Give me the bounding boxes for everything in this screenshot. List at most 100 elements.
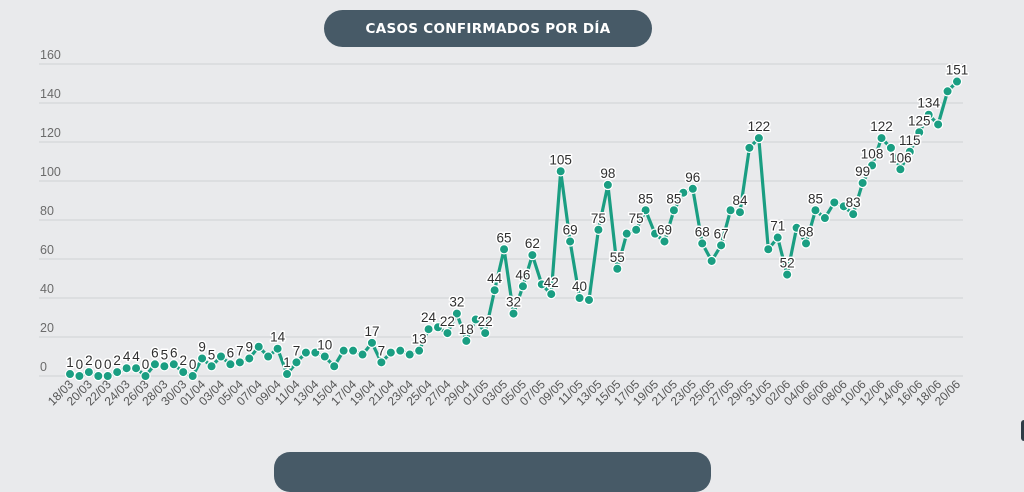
data-point[interactable] [942, 86, 953, 97]
data-point[interactable] [678, 187, 689, 198]
data-point[interactable] [649, 228, 661, 239]
data-point[interactable] [546, 288, 557, 300]
data-point[interactable] [291, 357, 302, 368]
data-point[interactable] [281, 368, 293, 380]
data-point[interactable] [885, 142, 897, 154]
data-point[interactable] [857, 177, 868, 189]
data-point[interactable] [640, 205, 651, 216]
data-point[interactable] [772, 232, 783, 243]
data-point[interactable] [130, 363, 142, 374]
data-point[interactable] [583, 294, 595, 306]
data-point[interactable] [517, 281, 529, 292]
data-label: 0 [189, 357, 197, 372]
data-point[interactable] [64, 368, 76, 380]
data-point[interactable] [706, 255, 717, 267]
data-point[interactable] [536, 279, 548, 290]
data-point[interactable] [914, 127, 925, 138]
data-point[interactable] [93, 370, 104, 382]
data-point[interactable] [206, 361, 217, 372]
data-point[interactable] [178, 366, 189, 378]
data-point[interactable] [319, 351, 330, 362]
data-point[interactable] [357, 349, 368, 360]
data-point[interactable] [121, 363, 132, 374]
data-point[interactable] [376, 357, 387, 368]
data-point[interactable] [225, 359, 236, 370]
data-point[interactable] [800, 238, 812, 249]
data-point[interactable] [310, 347, 321, 358]
data-point[interactable] [253, 341, 264, 352]
data-label: 122 [748, 119, 771, 134]
data-point[interactable] [196, 353, 208, 364]
data-point[interactable] [187, 370, 198, 382]
data-point[interactable] [234, 357, 246, 368]
data-point[interactable] [527, 249, 538, 261]
data-point[interactable] [932, 119, 944, 130]
data-point[interactable] [612, 263, 623, 274]
data-point[interactable] [744, 142, 755, 154]
data-point[interactable] [555, 166, 566, 177]
data-point[interactable] [791, 222, 802, 233]
data-point[interactable] [904, 146, 916, 157]
data-point[interactable] [140, 370, 151, 382]
data-point[interactable] [102, 370, 113, 382]
data-point[interactable] [734, 206, 746, 218]
data-point[interactable] [630, 224, 642, 235]
data-point[interactable] [725, 205, 736, 216]
data-point[interactable] [951, 76, 963, 87]
data-point[interactable] [715, 240, 727, 251]
data-point[interactable] [659, 236, 670, 247]
data-point[interactable] [329, 361, 340, 372]
data-point[interactable] [159, 361, 170, 372]
data-point[interactable] [838, 201, 849, 212]
data-point[interactable] [168, 359, 179, 370]
data-label: 98 [600, 166, 615, 181]
data-point[interactable] [461, 335, 472, 347]
data-point[interactable] [753, 132, 765, 144]
data-point[interactable] [432, 322, 444, 333]
data-point[interactable] [848, 208, 859, 220]
data-point[interactable] [423, 324, 434, 335]
data-point[interactable] [215, 351, 227, 362]
data-point[interactable] [829, 197, 840, 208]
data-point[interactable] [413, 345, 425, 356]
data-point[interactable] [385, 347, 397, 358]
data-point[interactable] [442, 327, 453, 339]
data-point[interactable] [395, 345, 406, 356]
data-point[interactable] [763, 244, 774, 255]
data-point[interactable] [74, 370, 85, 382]
data-point[interactable] [781, 269, 793, 280]
data-point[interactable] [338, 345, 349, 356]
data-point[interactable] [470, 314, 481, 325]
data-point[interactable] [876, 132, 887, 144]
data-point[interactable] [244, 353, 255, 364]
data-point[interactable] [300, 347, 312, 358]
data-point[interactable] [819, 212, 831, 224]
data-point[interactable] [366, 337, 378, 349]
data-point[interactable] [262, 351, 274, 362]
data-point[interactable] [83, 366, 95, 378]
data-point[interactable] [574, 292, 585, 304]
data-point[interactable] [564, 236, 576, 247]
data-point[interactable] [489, 285, 500, 296]
data-point[interactable] [668, 205, 680, 216]
data-points [64, 76, 963, 382]
data-point[interactable] [498, 244, 510, 255]
data-point[interactable] [621, 228, 632, 239]
data-point[interactable] [272, 343, 283, 354]
data-point[interactable] [347, 345, 359, 356]
data-point[interactable] [508, 308, 519, 319]
data-point[interactable] [404, 349, 415, 360]
data-point[interactable] [697, 238, 708, 249]
data-point[interactable] [593, 224, 604, 235]
data-point[interactable] [895, 164, 906, 175]
data-point[interactable] [687, 183, 698, 194]
data-point[interactable] [810, 205, 821, 216]
data-point[interactable] [923, 109, 934, 120]
data-point[interactable] [602, 179, 614, 191]
data-point[interactable] [111, 366, 123, 378]
data-point[interactable] [479, 327, 491, 339]
data-point[interactable] [866, 160, 878, 171]
data-point[interactable] [149, 359, 161, 370]
side-floating-tab[interactable] [1021, 420, 1024, 441]
data-point[interactable] [451, 308, 463, 319]
